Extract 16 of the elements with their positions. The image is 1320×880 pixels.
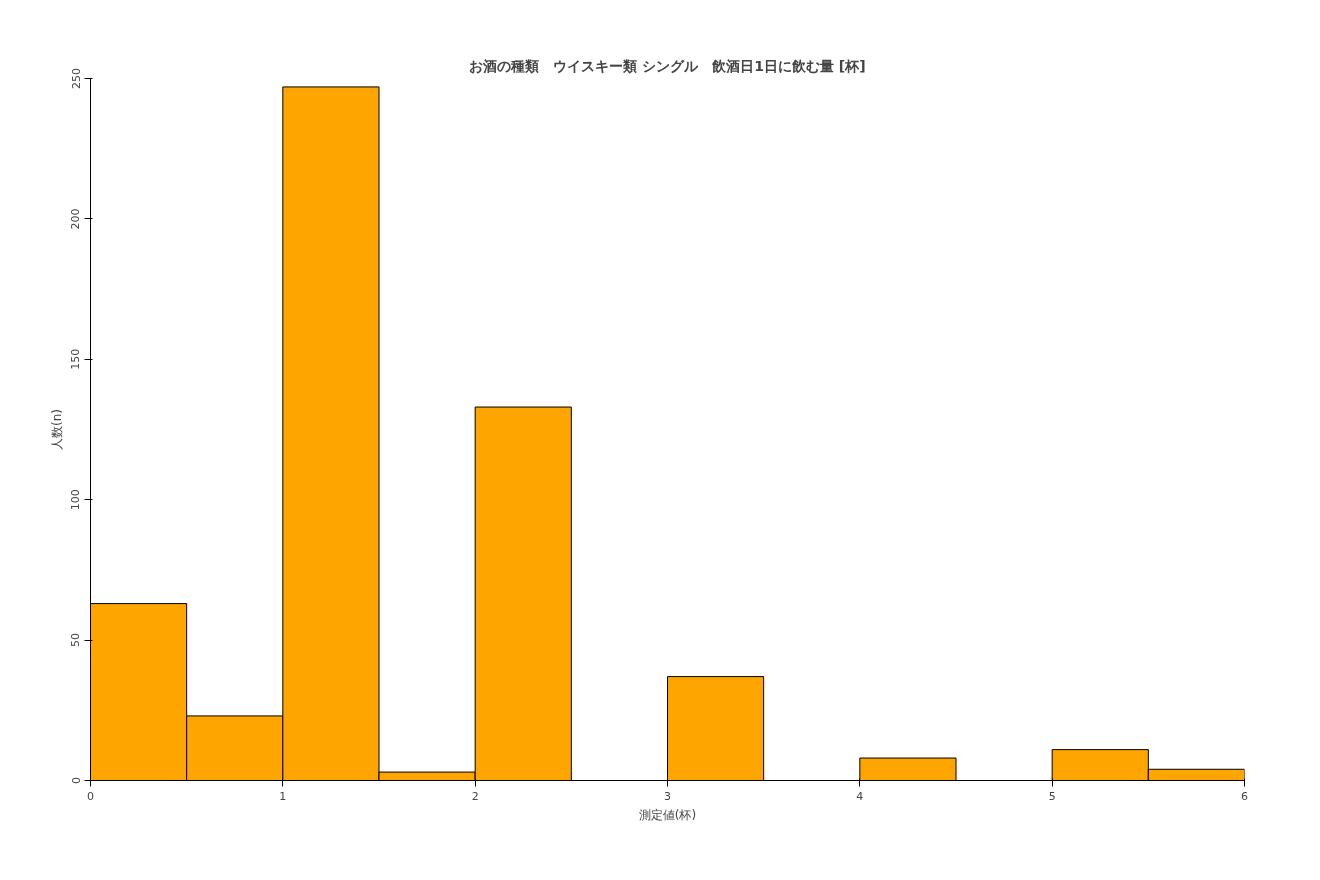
y-tick-label: 0 xyxy=(69,777,83,784)
y-tick-label: 50 xyxy=(69,633,83,648)
x-tick-label: 0 xyxy=(87,789,94,803)
x-tick-label: 2 xyxy=(471,789,479,803)
x-tick-label: 6 xyxy=(1241,789,1248,803)
x-tick-label: 5 xyxy=(1048,789,1056,803)
chart-title: お酒の種類 ウイスキー類 シングル 飲酒日1日に飲む量 [杯] xyxy=(469,57,866,74)
x-tick-label: 1 xyxy=(279,789,287,803)
x-tick-label: 4 xyxy=(856,789,864,803)
y-axis-title: 人数(n) xyxy=(49,409,64,450)
y-tick-label: 150 xyxy=(69,348,83,370)
y-tick-label: 100 xyxy=(69,489,83,511)
x-axis-title: 測定値(杯) xyxy=(638,807,697,822)
y-tick-label: 250 xyxy=(69,68,83,89)
y-tick-label: 200 xyxy=(69,208,83,230)
x-tick-label: 3 xyxy=(664,789,671,803)
